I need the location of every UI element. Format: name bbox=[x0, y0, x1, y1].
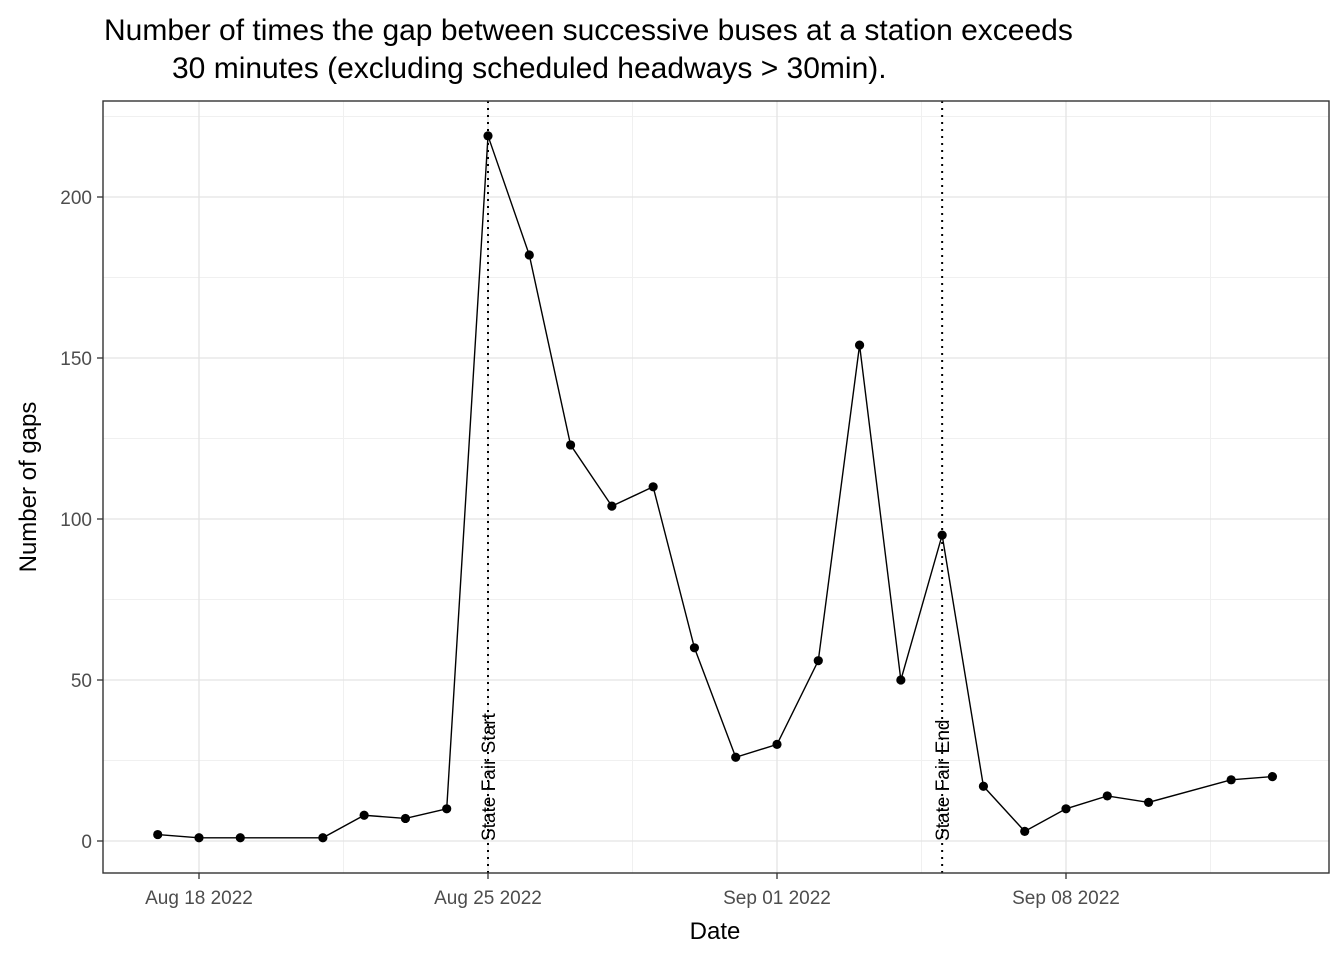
data-series bbox=[153, 131, 1278, 843]
chart-title-line-2: 30 minutes (excluding scheduled headways… bbox=[172, 52, 887, 85]
data-point bbox=[400, 813, 411, 824]
data-point bbox=[1267, 772, 1278, 782]
x-tick-label: Sep 01 2022 bbox=[723, 888, 831, 909]
annotation-label: State Fair Start bbox=[479, 713, 500, 841]
data-point bbox=[318, 833, 328, 843]
data-point bbox=[607, 501, 617, 511]
y-tick-label: 100 bbox=[60, 510, 92, 531]
x-tick-label: Aug 18 2022 bbox=[145, 888, 253, 909]
data-point bbox=[854, 340, 865, 350]
data-point bbox=[359, 810, 369, 820]
data-point bbox=[1226, 775, 1236, 785]
data-point bbox=[1143, 797, 1154, 807]
chart-title: Number of times the gap between successi… bbox=[104, 14, 1073, 85]
annotations: State Fair Start State Fair End bbox=[479, 101, 954, 873]
data-point bbox=[235, 833, 245, 843]
plot-panel-border bbox=[102, 100, 1330, 874]
y-axis-title: Number of gaps bbox=[15, 402, 42, 573]
y-axis-ticks: 0 50 100 150 200 bbox=[60, 188, 103, 853]
grid bbox=[103, 101, 1329, 873]
data-point bbox=[1102, 791, 1112, 801]
chart-title-line-1: Number of times the gap between successi… bbox=[104, 14, 1073, 47]
data-point bbox=[689, 643, 700, 653]
data-point bbox=[978, 781, 989, 791]
data-point bbox=[896, 675, 906, 685]
data-point bbox=[153, 829, 163, 840]
data-point bbox=[813, 656, 823, 666]
data-point bbox=[565, 440, 576, 450]
data-point bbox=[731, 752, 741, 762]
data-point bbox=[483, 131, 493, 141]
x-tick-label: Sep 08 2022 bbox=[1012, 888, 1120, 909]
data-point bbox=[1061, 804, 1071, 814]
data-point bbox=[1020, 826, 1030, 836]
data-point bbox=[772, 739, 782, 750]
data-point bbox=[442, 804, 452, 814]
y-tick-label: 150 bbox=[60, 349, 92, 370]
annotation-label: State Fair End bbox=[933, 720, 954, 841]
data-point bbox=[524, 250, 534, 260]
data-point bbox=[194, 833, 204, 843]
x-tick-label: Aug 25 2022 bbox=[434, 888, 542, 909]
data-point bbox=[648, 482, 658, 492]
y-tick-label: 200 bbox=[60, 188, 92, 209]
series-line bbox=[157, 135, 1273, 839]
data-point bbox=[937, 530, 947, 540]
y-tick-label: 50 bbox=[71, 671, 92, 692]
x-axis-title: Date bbox=[690, 918, 741, 945]
x-axis-ticks: Aug 18 2022 Aug 25 2022 Sep 01 2022 Sep 08 … bbox=[145, 873, 1120, 909]
y-tick-label: 0 bbox=[81, 832, 92, 853]
